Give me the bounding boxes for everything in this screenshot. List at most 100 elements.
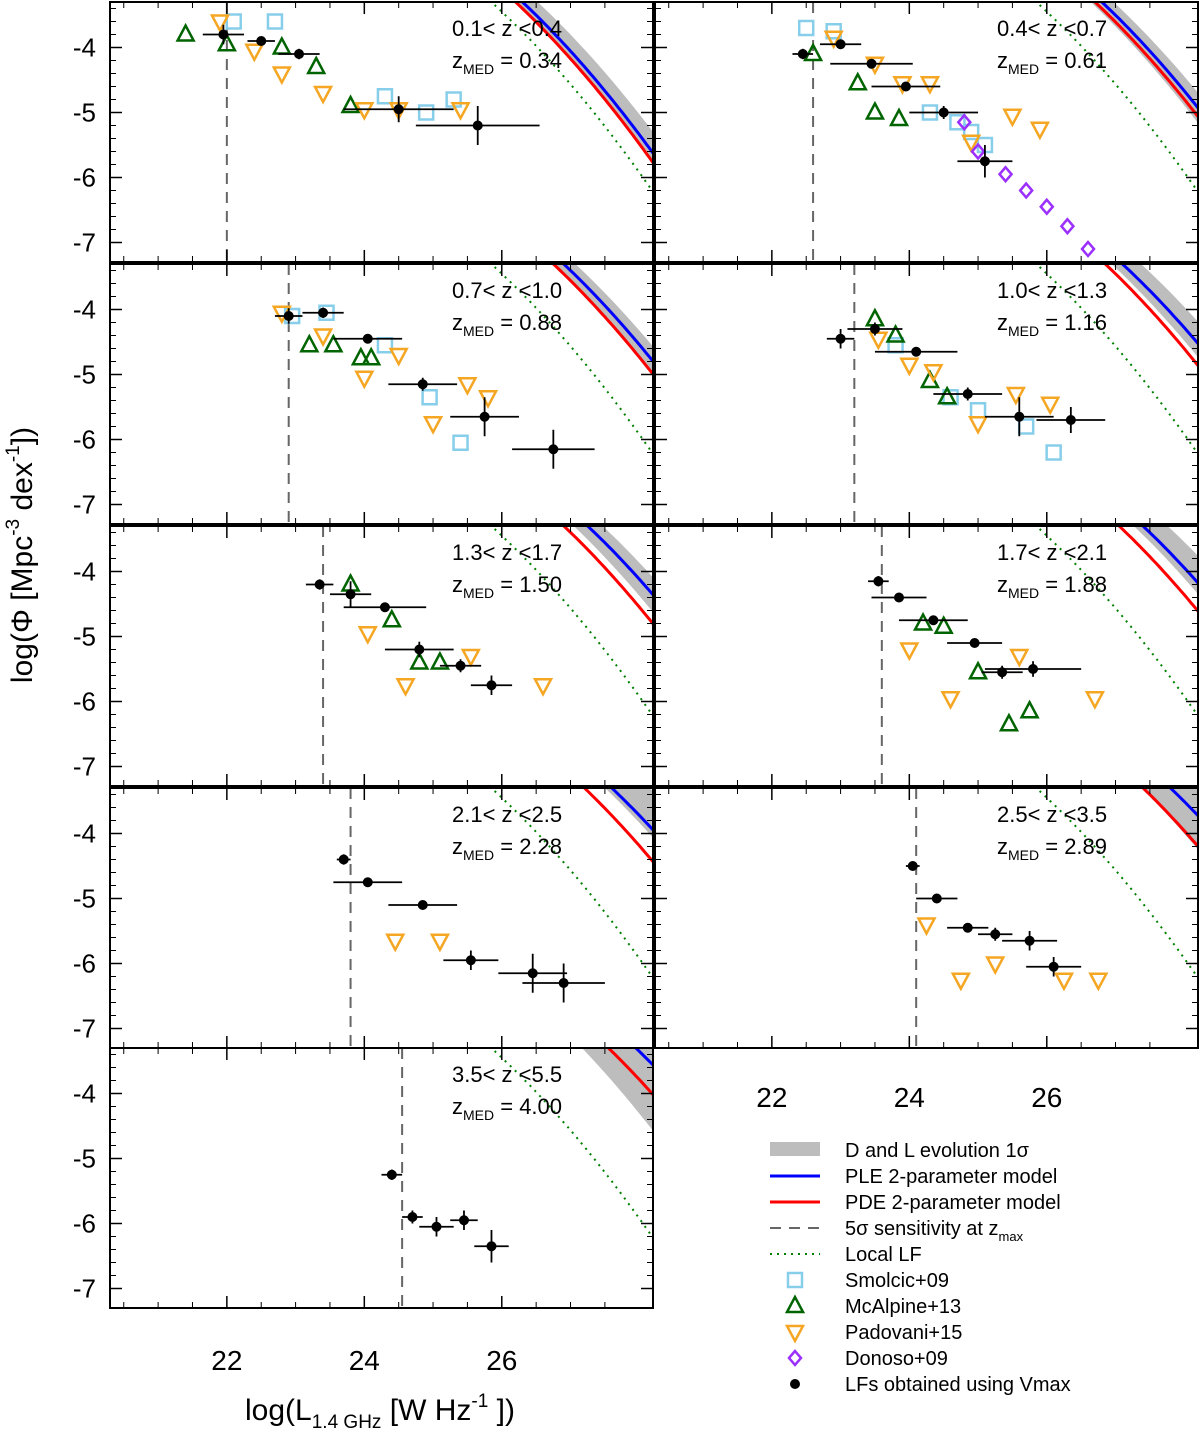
zmed-label: zMED = 1.88: [997, 572, 1107, 601]
vmax-point: [362, 333, 373, 344]
y-tick-label: -4: [73, 295, 96, 325]
vmax-point: [458, 1215, 469, 1226]
band-1sigma: [552, 264, 653, 377]
padovani-point: [450, 102, 471, 121]
vmax-point: [900, 81, 911, 92]
legend-diamond-marker: [787, 1349, 803, 1367]
vmax-point: [928, 615, 939, 626]
band-1sigma: [1141, 788, 1198, 850]
panel-9: -4 -5 -6 -7 3.5< z <5.5 zMED = 4.00: [73, 1047, 654, 1309]
plot-area: [381, 1048, 653, 1308]
legend-label: Donoso+09: [845, 1348, 948, 1370]
legend-item: Local LF: [770, 1244, 922, 1266]
vmax-point: [969, 638, 980, 648]
donoso-point: [1018, 181, 1034, 200]
y-tick-label: -4: [73, 819, 96, 849]
padovani-point: [916, 917, 937, 937]
redshift-bin-label: 2.1< z <2.5: [452, 802, 562, 827]
vmax-point: [338, 854, 349, 865]
legend-label: 5σ sensitivity at zmax: [845, 1218, 1024, 1244]
mcalpine-point: [350, 346, 371, 366]
y-tick-label: -5: [73, 360, 96, 390]
legend-label: Padovani+15: [845, 1322, 962, 1344]
padovani-point: [950, 972, 971, 992]
smolcic-point: [797, 19, 815, 37]
redshift-bin-label: 3.5< z <5.5: [452, 1062, 562, 1087]
vmax-point: [431, 1221, 442, 1232]
legend-item: Donoso+09: [787, 1348, 948, 1370]
legend-inverted-triangle-marker: [784, 1324, 806, 1344]
vmax-point: [527, 968, 538, 979]
vmax-point: [472, 120, 483, 131]
panel-4: 1.0< z <1.3 zMED = 1.16: [654, 263, 1199, 525]
mcalpine-point: [1019, 699, 1040, 719]
y-tick-label: -4: [73, 557, 96, 587]
panel-6: 1.7< z <2.1 zMED = 1.88: [654, 525, 1199, 787]
vmax-point: [486, 680, 497, 691]
padovani-point: [457, 377, 478, 396]
panel-7: -4 -5 -6 -7 2.1< z <2.5 zMED = 2.28: [73, 787, 654, 1049]
padovani-point: [1005, 386, 1026, 406]
vmax-point: [558, 978, 569, 988]
zmed-label: zMED = 1.16: [997, 310, 1107, 339]
padovani-point: [967, 416, 989, 435]
vmax-point: [869, 324, 880, 334]
band-1sigma: [605, 788, 653, 838]
smolcic-point: [962, 123, 980, 141]
padovani-point: [354, 370, 375, 390]
legend-item: Padovani+15: [784, 1322, 962, 1344]
plot-area: [175, 2, 653, 262]
padovani-point: [477, 390, 499, 409]
mcalpine-point: [864, 100, 886, 120]
local-lf-line: [489, 2, 653, 193]
panel-frame: [109, 1047, 654, 1309]
band-1sigma: [581, 1048, 653, 1131]
mcalpine-point: [340, 94, 361, 114]
vmax-point: [835, 39, 846, 50]
smolcic-point: [452, 434, 469, 451]
vmax-point: [907, 861, 918, 871]
padovani-point: [1040, 396, 1061, 416]
plot-area: [305, 526, 653, 786]
ple-line: [1140, 526, 1198, 584]
legend-square-marker: [786, 1271, 804, 1289]
legend-item: PDE 2-parameter model: [770, 1192, 1061, 1214]
panel-frame: [654, 1, 1199, 263]
smolcic-point: [225, 13, 242, 30]
smolcic-point: [1017, 418, 1035, 435]
padovani-point: [354, 102, 375, 121]
band-1sigma: [1111, 264, 1198, 358]
padovani-point: [244, 43, 265, 63]
mcalpine-point: [967, 660, 989, 680]
panel-frame: [654, 263, 1199, 525]
mcalpine-point: [429, 650, 451, 670]
padovani-point: [1088, 972, 1109, 992]
y-tick-label: -6: [73, 1209, 96, 1239]
ple-line: [585, 526, 653, 596]
smolcic-point: [421, 389, 438, 406]
padovani-point: [312, 85, 334, 105]
vmax-point: [345, 589, 356, 600]
padovani-point: [1009, 648, 1030, 668]
local-lf-line: [1034, 2, 1198, 193]
mcalpine-point: [847, 71, 868, 91]
padovani-point: [1002, 108, 1023, 128]
padovani-point: [209, 14, 231, 34]
padovani-point: [385, 933, 406, 953]
smolcic-point: [1045, 444, 1062, 461]
legend-item: 5σ sensitivity at zmax: [770, 1218, 1024, 1244]
x-tick-label: 22: [211, 1345, 242, 1376]
vmax-point: [318, 307, 329, 318]
y-tick-label: -7: [73, 490, 96, 520]
x-tick-label: 22: [756, 1082, 787, 1113]
vmax-point: [1048, 961, 1059, 972]
pde-line: [1092, 2, 1198, 118]
panel-frame: [654, 787, 1199, 1049]
pde-line: [551, 264, 653, 376]
vmax-point: [362, 877, 373, 888]
legend-label: Smolcic+09: [845, 1270, 949, 1292]
y-tick-label: -7: [73, 1014, 96, 1044]
panel-frame: [109, 1, 654, 263]
redshift-bin-label: 0.4< z <0.7: [997, 16, 1107, 41]
band-1sigma: [1133, 526, 1198, 595]
